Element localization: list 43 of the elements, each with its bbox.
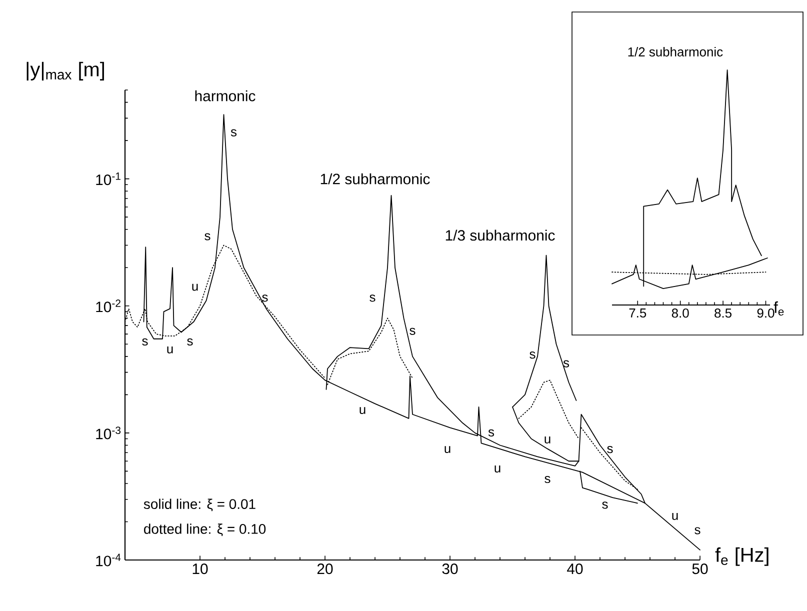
annotation: s	[142, 338, 148, 346]
x-tick-label: 30	[442, 564, 458, 574]
annotation: solid line: ξ = 0.01	[144, 498, 256, 512]
y-tick-label: 10$^{-1}$	[96, 172, 120, 186]
annotation: harmonic	[195, 90, 256, 102]
annotation: s	[410, 328, 416, 335]
y-tick-label: 10$^{-2}$	[96, 300, 120, 312]
y-tick-label: 10$^{-4}$	[96, 554, 121, 566]
x-tick-label: 8.5	[714, 308, 732, 318]
annotation: s	[204, 233, 210, 240]
annotation: s	[694, 527, 700, 534]
annotation: 1/2 subharmonic	[320, 173, 430, 184]
annotation: u	[444, 446, 450, 454]
annotation: s	[544, 476, 550, 484]
x-tick-label: 10	[192, 564, 208, 574]
y-tick-label: 10$^{-3}$	[96, 426, 121, 440]
annotation: s	[602, 502, 608, 509]
x-tick-label: 9.0	[757, 308, 774, 318]
annotation: dotted line: ξ = 0.10	[144, 524, 266, 536]
annotation: u	[360, 407, 366, 414]
x-tick-label: 50	[692, 564, 708, 574]
x-tick-label: 40	[567, 564, 583, 574]
annotation: 1/3 subharmonic	[446, 230, 555, 241]
annotation: s	[563, 360, 570, 368]
chart-title: 1/2 subharmonic	[628, 46, 723, 56]
x-axis-title: f$_{e}$ [Hz]	[715, 547, 768, 566]
x-tick-label: 8.0	[672, 308, 689, 318]
annotation: u	[544, 436, 550, 444]
annotation: s	[607, 446, 613, 454]
annotation: u	[167, 346, 173, 354]
x-tick-label: 7.5	[629, 308, 646, 318]
annotation: s	[230, 129, 237, 136]
y-axis-title: |y|$_{max}$ [m]	[26, 62, 104, 81]
x-tick-label: 20	[317, 564, 333, 574]
annotation: s	[530, 352, 536, 359]
annotation: s	[488, 429, 494, 436]
annotation: u	[494, 466, 500, 473]
annotation: s	[187, 338, 193, 346]
annotation: s	[262, 294, 268, 302]
annotation: u	[192, 284, 198, 291]
annotation: s	[370, 294, 376, 302]
x-axis-title: f$_{e}$	[774, 301, 784, 316]
annotation: u	[672, 513, 678, 520]
